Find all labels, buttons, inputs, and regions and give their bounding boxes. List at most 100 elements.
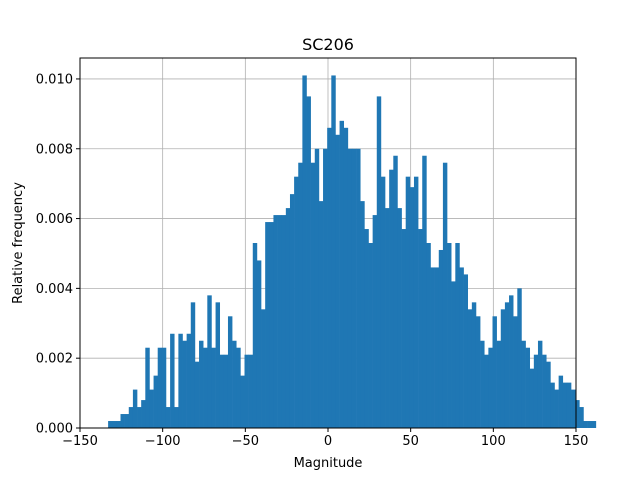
histogram-bar <box>525 347 531 428</box>
histogram-bar <box>157 347 163 428</box>
histogram-bar <box>323 148 328 429</box>
histogram-bar <box>112 421 117 428</box>
histogram-bar <box>116 421 121 428</box>
histogram-bar <box>434 267 440 428</box>
histogram-bar <box>513 316 518 428</box>
x-axis-ticks: −150 −100 −50 0 50 100 150 <box>62 428 588 449</box>
y-tick-label: 0.002 <box>36 352 73 367</box>
histogram-bar <box>203 347 208 428</box>
histogram-bar <box>174 407 179 428</box>
histogram-bars <box>108 75 597 429</box>
histogram-bar <box>236 347 241 428</box>
histogram-bar <box>380 176 386 428</box>
histogram-bar <box>459 267 464 428</box>
histogram-bar <box>248 354 254 428</box>
histogram-bar <box>542 354 547 428</box>
histogram-bar <box>504 302 510 428</box>
histogram-bar <box>153 375 159 428</box>
histogram-bar <box>587 421 593 428</box>
histogram-bar <box>165 407 171 428</box>
histogram-bar <box>562 382 568 428</box>
histogram-bar <box>178 333 183 428</box>
histogram-bar <box>583 421 588 428</box>
histogram-bar <box>190 302 196 428</box>
histogram-bar <box>145 347 150 428</box>
histogram-bar <box>327 127 332 429</box>
x-axis-label: Magnitude <box>294 456 363 471</box>
histogram-bar <box>120 414 125 428</box>
histogram-bar <box>455 243 460 428</box>
histogram-bar <box>554 389 559 428</box>
histogram-bar <box>302 75 307 429</box>
histogram-bar <box>331 75 336 429</box>
histogram-bar <box>488 347 493 428</box>
histogram-bar <box>575 400 580 428</box>
histogram-bar <box>475 316 481 428</box>
histogram-bar <box>550 382 555 428</box>
histogram-bar <box>480 340 485 428</box>
x-tick-label: 150 <box>564 434 589 449</box>
histogram-bar <box>591 421 597 428</box>
y-tick-label: 0.004 <box>36 282 73 297</box>
histogram-bar <box>132 389 138 428</box>
histogram-bar <box>492 316 497 428</box>
histogram-bar <box>294 176 299 428</box>
histogram-bar <box>137 407 142 428</box>
histogram-bar <box>418 229 423 428</box>
histogram-bar <box>471 302 477 428</box>
histogram-bar <box>240 375 245 428</box>
histogram-bar <box>265 222 270 428</box>
histogram-bar <box>500 309 506 428</box>
histogram-bar <box>467 309 473 428</box>
histogram-bar <box>335 134 340 428</box>
histogram-bar <box>318 201 324 428</box>
histogram-bar <box>430 267 435 428</box>
histogram-bar <box>579 407 584 428</box>
histogram-bar <box>447 243 452 428</box>
histogram-bar <box>306 96 311 428</box>
histogram-bar <box>285 208 291 428</box>
histogram-bar <box>186 333 192 428</box>
x-tick-label: 100 <box>481 434 506 449</box>
histogram-bar <box>484 354 489 428</box>
x-tick-label: 0 <box>324 434 332 449</box>
histogram-bar <box>442 162 448 428</box>
histogram-bar <box>521 340 526 428</box>
histogram-bar <box>141 400 146 428</box>
y-tick-label: 0.006 <box>36 212 73 227</box>
histogram-bar <box>256 260 262 428</box>
histogram-bar <box>393 155 398 429</box>
histogram-bar <box>422 155 427 429</box>
histogram-bar <box>451 281 456 428</box>
histogram-bar <box>372 215 378 428</box>
histogram-bar <box>517 288 522 428</box>
histogram-bar <box>409 187 415 428</box>
histogram-bar <box>347 148 353 429</box>
histogram-bar <box>199 340 204 428</box>
histogram-bar <box>207 295 212 428</box>
histogram-bar <box>161 347 167 428</box>
histogram-bar <box>351 148 357 429</box>
histogram-bar <box>364 229 369 428</box>
histogram-bar <box>211 347 216 428</box>
histogram-bar <box>339 120 345 428</box>
histogram-bar <box>401 229 407 428</box>
histogram-bar <box>368 243 373 428</box>
histogram-bar <box>298 162 303 428</box>
histogram-bar <box>426 243 431 428</box>
histogram-bar <box>310 162 316 428</box>
histogram-bar <box>533 354 539 428</box>
histogram-bar <box>397 208 402 428</box>
x-tick-label: 50 <box>402 434 419 449</box>
histogram-bar <box>215 302 221 428</box>
histogram-bar <box>463 274 469 428</box>
histogram-bar <box>496 340 502 428</box>
histogram-bar <box>281 215 287 428</box>
x-tick-label: −150 <box>62 434 98 449</box>
y-tick-label: 0.008 <box>36 142 73 157</box>
histogram-bar <box>405 176 411 428</box>
histogram-bar <box>546 361 551 428</box>
histogram-bar <box>558 375 564 428</box>
histogram-bar <box>269 222 274 428</box>
